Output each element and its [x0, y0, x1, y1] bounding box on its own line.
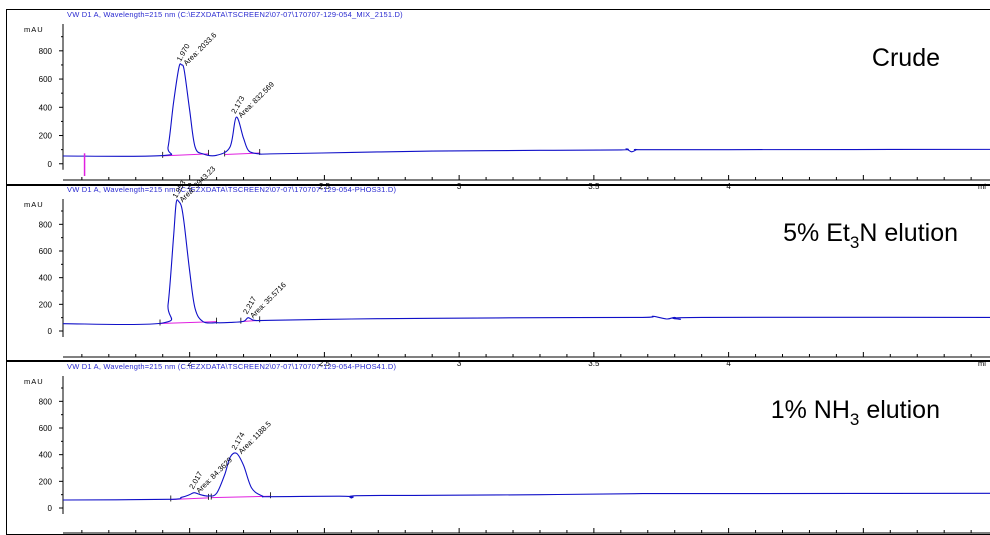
condition-label-subscript: 3 — [850, 410, 859, 429]
condition-label-main: 1% NH — [771, 396, 850, 424]
condition-label-main: 5% Et — [783, 219, 850, 247]
y-tick-label: 600 — [39, 424, 53, 433]
chromatogram-trace — [62, 63, 990, 157]
y-axis-label: mAU — [24, 377, 44, 386]
panel-frame — [6, 9, 990, 186]
integration-baseline — [211, 495, 271, 499]
x-tick-label: 4 — [726, 533, 731, 535]
x-tick-label: 3 — [457, 359, 462, 368]
y-tick-label: 200 — [39, 300, 53, 309]
y-tick-label: 0 — [48, 327, 53, 336]
y-axis-label: mAU — [24, 25, 44, 34]
integration-baseline — [162, 153, 209, 157]
chromatogram-trace — [62, 452, 990, 501]
condition-label-tail: elution — [859, 396, 940, 424]
x-tick-label: 2.5 — [319, 182, 331, 191]
panel-frame — [6, 184, 990, 361]
y-tick-label: 200 — [39, 477, 53, 486]
condition-label-tail: N elution — [859, 219, 958, 247]
chromatogram-panel-1: VW D1 A, Wavelength=215 nm (C:\EZXDATA\T… — [6, 9, 990, 191]
chromatogram-panel-2: VW D1 A, Wavelength=215 nm (C:\EZXDATA\T… — [6, 164, 990, 368]
x-tick-label: 2.5 — [319, 533, 331, 535]
y-tick-label: 800 — [39, 220, 53, 229]
condition-label: 1% NH3 elution — [771, 396, 940, 429]
condition-label-main: Crude — [872, 44, 940, 72]
x-tick-label: 2 — [187, 359, 192, 368]
x-tick-label: 2 — [187, 533, 192, 535]
x-tick-label: 3 — [457, 182, 462, 191]
y-tick-label: 400 — [39, 274, 53, 283]
x-tick-label: 4 — [726, 359, 731, 368]
panel-header: VW D1 A, Wavelength=215 nm (C:\EZXDATA\T… — [67, 362, 396, 371]
y-tick-label: 400 — [39, 451, 53, 460]
condition-label: 5% Et3N elution — [783, 219, 958, 252]
y-tick-label: 600 — [39, 247, 53, 256]
condition-label-subscript: 3 — [850, 233, 859, 252]
x-tick-label: 3.5 — [588, 182, 600, 191]
chromatogram-trace — [62, 199, 990, 326]
panel-header: VW D1 A, Wavelength=215 nm (C:\EZXDATA\T… — [67, 10, 403, 19]
x-tick-label: 3.5 — [588, 359, 600, 368]
y-tick-label: 0 — [48, 504, 53, 513]
x-axis-label: mi — [978, 359, 986, 368]
y-axis-label: mAU — [24, 200, 44, 209]
y-tick-label: 0 — [48, 160, 53, 169]
x-axis-label: mi — [978, 182, 986, 191]
x-tick-label: 2 — [187, 182, 192, 191]
y-tick-label: 800 — [39, 397, 53, 406]
y-tick-label: 600 — [39, 75, 53, 84]
x-tick-label: 4 — [726, 182, 731, 191]
x-tick-label: 2.5 — [319, 359, 331, 368]
y-tick-label: 400 — [39, 103, 53, 112]
x-tick-label: 3.5 — [588, 533, 600, 535]
condition-label: Crude — [872, 44, 940, 72]
y-tick-label: 800 — [39, 47, 53, 56]
panel-frame — [6, 361, 990, 535]
integration-baseline — [159, 321, 217, 325]
x-axis-label: mi — [978, 533, 986, 535]
panel-header: VW D1 A, Wavelength=215 nm (C:\EZXDATA\T… — [67, 185, 396, 194]
x-tick-label: 3 — [457, 533, 462, 535]
y-tick-label: 200 — [39, 132, 53, 141]
chromatogram-panel-3: VW D1 A, Wavelength=215 nm (C:\EZXDATA\T… — [6, 361, 990, 535]
